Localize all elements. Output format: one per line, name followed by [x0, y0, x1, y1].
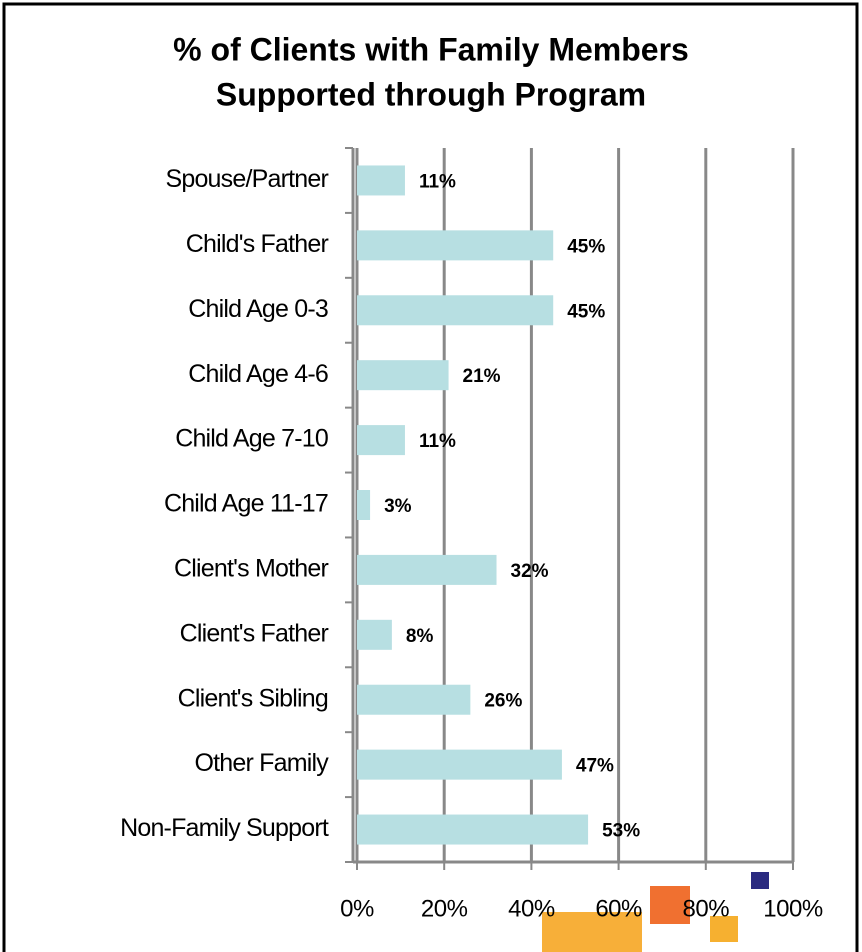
bar: [357, 360, 449, 391]
data-label: 11%: [419, 431, 456, 452]
chart-title: % of Clients with Family Members: [173, 31, 689, 67]
data-label: 8%: [406, 626, 434, 647]
decoration: [542, 912, 642, 952]
y-tick-label: Child's Father: [186, 230, 329, 258]
x-tick-label: 20%: [421, 895, 468, 922]
bar: [357, 749, 562, 780]
bar: [357, 554, 497, 585]
bar: [357, 619, 392, 650]
bar: [357, 230, 554, 261]
y-tick-label: Child Age 4-6: [188, 360, 328, 388]
x-tick-label: 100%: [763, 895, 823, 922]
data-label: 3%: [384, 496, 412, 517]
x-tick-label: 80%: [683, 895, 730, 922]
y-tick-label: Child Age 7-10: [175, 425, 328, 453]
bar: [357, 295, 554, 326]
decoration: [710, 916, 738, 942]
decoration: [650, 886, 690, 924]
data-label: 32%: [511, 561, 549, 582]
x-tick-label: 0%: [340, 895, 374, 922]
bar: [357, 814, 589, 845]
data-label: 21%: [463, 366, 501, 387]
data-label: 45%: [567, 236, 605, 257]
data-label: 47%: [576, 756, 614, 777]
y-tick-label: Other Family: [195, 749, 330, 777]
y-tick-label: Client's Father: [180, 619, 329, 647]
data-label: 11%: [419, 171, 456, 192]
bar: [357, 165, 405, 196]
x-tick-label: 40%: [508, 895, 555, 922]
decoration: [751, 872, 769, 889]
y-tick-label: Non-Family Support: [120, 814, 329, 842]
y-tick-label: Client's Sibling: [178, 684, 328, 712]
y-tick-label: Child Age 11-17: [164, 490, 328, 518]
y-tick-label: Spouse/Partner: [165, 165, 328, 193]
data-label: 26%: [484, 691, 522, 712]
x-tick-label: 60%: [595, 895, 642, 922]
y-tick-label: Child Age 0-3: [188, 295, 328, 323]
bar: [357, 684, 471, 715]
chart-title: Supported through Program: [216, 76, 646, 112]
bar: [357, 425, 405, 456]
data-label: 53%: [602, 821, 640, 842]
data-label: 45%: [567, 301, 605, 322]
y-tick-label: Client's Mother: [174, 555, 328, 583]
bar: [357, 490, 371, 520]
